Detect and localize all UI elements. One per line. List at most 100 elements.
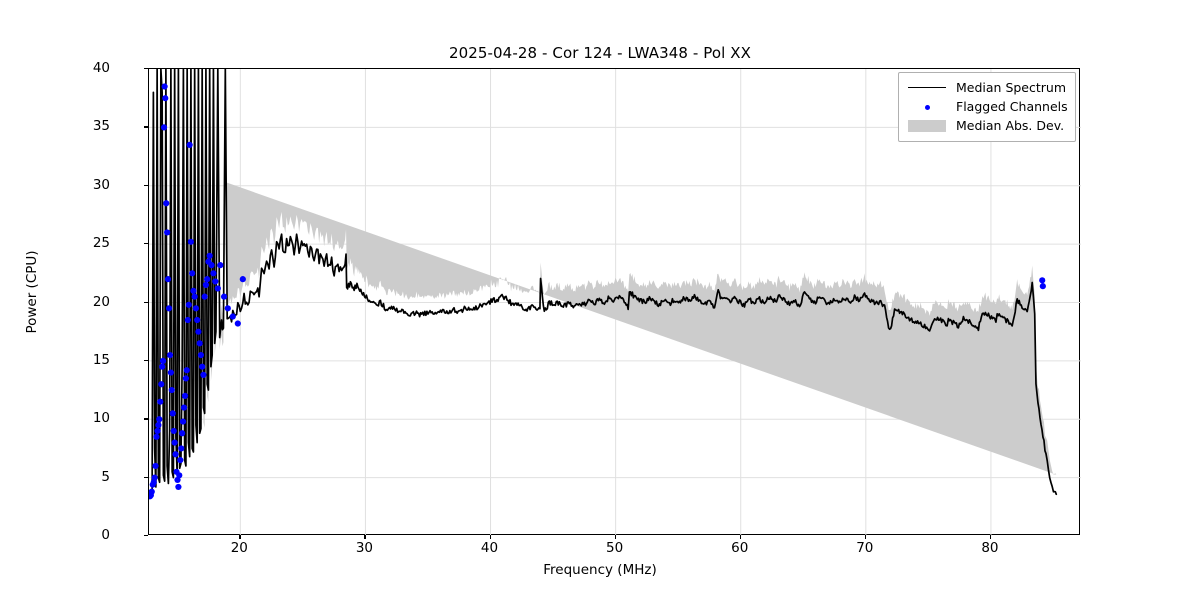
flagged-channel-point (194, 316, 201, 324)
x-tick-label: 40 (480, 540, 499, 556)
y-tick-label: 40 (92, 60, 110, 76)
y-tick-label: 0 (101, 527, 110, 543)
flagged-channel-point (163, 200, 170, 207)
flagged-channel-point (162, 95, 169, 102)
x-tick-label: 20 (230, 540, 248, 556)
y-tick-mark (144, 184, 148, 187)
flagged-channel-point (183, 367, 190, 374)
plot-svg (149, 69, 1081, 536)
flagged-channel-point (151, 474, 158, 481)
flagged-channel-point (200, 371, 207, 378)
flagged-channel-point (202, 281, 210, 289)
legend: Median Spectrum Flagged Channels Median … (898, 72, 1076, 142)
flagged-channel-point (190, 287, 197, 294)
flagged-channel-point (179, 418, 187, 425)
flagged-channel-point (204, 276, 211, 283)
legend-patch-icon (906, 119, 948, 133)
flagged-channel-point (171, 439, 178, 446)
y-tick-label: 5 (101, 468, 110, 485)
flagged-channel-point (234, 320, 241, 327)
x-tick-mark (239, 535, 241, 539)
x-tick-mark (489, 535, 491, 539)
flagged-channel-point (187, 238, 195, 245)
x-tick-label: 80 (981, 540, 999, 556)
y-tick-mark (144, 476, 148, 478)
legend-label: Median Spectrum (956, 80, 1067, 95)
x-tick-mark (739, 535, 742, 539)
flagged-channel-point (177, 457, 184, 464)
flagged-channel-point (220, 293, 228, 300)
y-tick-mark (144, 535, 148, 537)
x-axis-label: Frequency (MHz) (543, 562, 657, 578)
flagged-channel-point (195, 328, 202, 335)
x-tick-label: 30 (355, 540, 374, 556)
flagged-channel-point (212, 278, 219, 285)
flagged-channel-point (166, 351, 174, 359)
flagged-channel-point (159, 363, 166, 370)
flagged-channel-point (156, 416, 163, 423)
x-tick-label: 50 (606, 540, 624, 556)
flagged-channel-point (180, 404, 188, 411)
legend-line-icon (906, 81, 948, 95)
y-tick-label: 20 (92, 293, 110, 310)
flagged-channel-point (181, 392, 189, 399)
flagged-channel-point (186, 141, 193, 148)
flagged-channel-point (175, 483, 182, 491)
flagged-channel-point (165, 305, 173, 312)
flagged-channel-point (1039, 277, 1046, 284)
flagged-channel-point (239, 276, 246, 283)
flagged-channel-point (191, 293, 198, 300)
flagged-channel-point (199, 363, 206, 370)
flagged-channel-point (201, 293, 208, 300)
median-abs-dev-band (203, 182, 1057, 475)
flagged-channel-point (206, 252, 213, 259)
flagged-channel-point (161, 83, 168, 90)
flagged-channel-point (179, 430, 186, 437)
legend-label: Flagged Channels (956, 99, 1068, 114)
flagged-channel-point (196, 340, 203, 347)
flagged-channel-point (172, 451, 179, 458)
flagged-channel-point (164, 229, 171, 236)
flagged-channel-point (182, 375, 189, 382)
flagged-channel-point (174, 476, 181, 484)
y-tick-label: 35 (92, 118, 110, 135)
y-tick-mark (144, 126, 148, 128)
y-tick-label: 15 (92, 351, 110, 368)
y-tick-mark (144, 359, 148, 362)
flagged-channel-point (164, 276, 172, 283)
flagged-channel-point (214, 285, 221, 292)
y-axis-label: Power (CPU) (24, 250, 40, 334)
flagged-channel-point (217, 262, 224, 269)
y-tick-label: 30 (92, 176, 110, 193)
flagged-channel-point (178, 445, 185, 452)
x-tick-mark (864, 535, 867, 539)
flagged-channel-point (152, 462, 159, 470)
chart-title: 2025-04-28 - Cor 124 - LWA348 - Pol XX (448, 44, 752, 62)
flagged-channel-point (192, 305, 200, 312)
flagged-channel-point (229, 313, 236, 320)
flagged-channel-point (168, 386, 175, 394)
y-tick-label: 25 (92, 235, 110, 252)
flagged-channel-point (150, 479, 157, 486)
flagged-channel-point (159, 357, 167, 364)
flagged-channel-point (155, 421, 162, 429)
flagged-channel-point (153, 433, 160, 440)
flagged-channel-point (184, 316, 191, 324)
x-tick-label: 60 (731, 540, 749, 556)
flagged-channel-point (157, 398, 164, 405)
x-tick-mark (614, 535, 616, 539)
legend-item-median-spectrum: Median Spectrum (906, 78, 1068, 97)
legend-item-median-abs-dev: Median Abs. Dev. (906, 116, 1068, 135)
y-tick-label: 10 (92, 410, 110, 427)
x-tick-mark (364, 535, 366, 539)
legend-label: Median Abs. Dev. (956, 118, 1065, 133)
flagged-channel-point (176, 472, 183, 479)
x-tick-mark (989, 535, 992, 539)
flagged-channel-point (189, 270, 196, 277)
legend-item-flagged-channels: Flagged Channels (906, 97, 1068, 116)
flagged-channels-points (149, 83, 1046, 500)
median-spectrum-line (149, 69, 1058, 499)
flagged-channel-point (169, 410, 176, 417)
flagged-channel-point (167, 369, 174, 376)
